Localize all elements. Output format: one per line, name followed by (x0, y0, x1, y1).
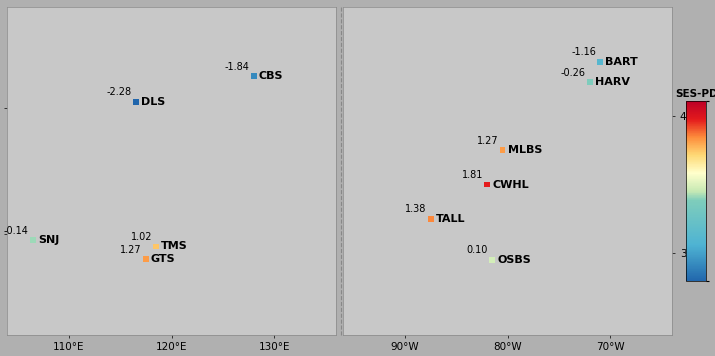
Text: HARV: HARV (595, 77, 630, 87)
Text: -1.84: -1.84 (225, 62, 250, 72)
Text: BART: BART (605, 57, 638, 67)
Text: CWHL: CWHL (492, 179, 528, 189)
Text: GTS: GTS (151, 254, 176, 264)
Bar (133, 99, 139, 105)
Text: 1.38: 1.38 (405, 204, 427, 214)
Text: MLBS: MLBS (508, 145, 542, 156)
Text: -2.28: -2.28 (107, 87, 132, 98)
Bar (428, 216, 433, 221)
Bar (153, 244, 159, 250)
Text: -0.14: -0.14 (4, 226, 29, 236)
Text: TALL: TALL (435, 214, 465, 224)
Bar (251, 73, 257, 79)
Text: TMS: TMS (161, 241, 188, 251)
Text: OSBS: OSBS (497, 255, 531, 265)
Bar (597, 59, 603, 65)
Text: -0.26: -0.26 (561, 68, 586, 78)
Text: CBS: CBS (259, 72, 283, 82)
Bar (500, 147, 506, 153)
Text: SNJ: SNJ (38, 235, 59, 245)
Text: 1.81: 1.81 (462, 170, 483, 180)
Text: 1.27: 1.27 (120, 245, 142, 255)
Bar (587, 79, 593, 85)
Text: 1.27: 1.27 (477, 136, 498, 146)
Text: -1.16: -1.16 (571, 47, 596, 57)
Bar (489, 257, 495, 262)
Text: 1.02: 1.02 (131, 232, 152, 242)
Bar (30, 237, 36, 243)
Text: DLS: DLS (141, 96, 165, 106)
Text: 0.10: 0.10 (467, 245, 488, 255)
Bar (143, 256, 149, 262)
Bar (484, 182, 490, 188)
Title: SES-PD: SES-PD (675, 89, 715, 99)
